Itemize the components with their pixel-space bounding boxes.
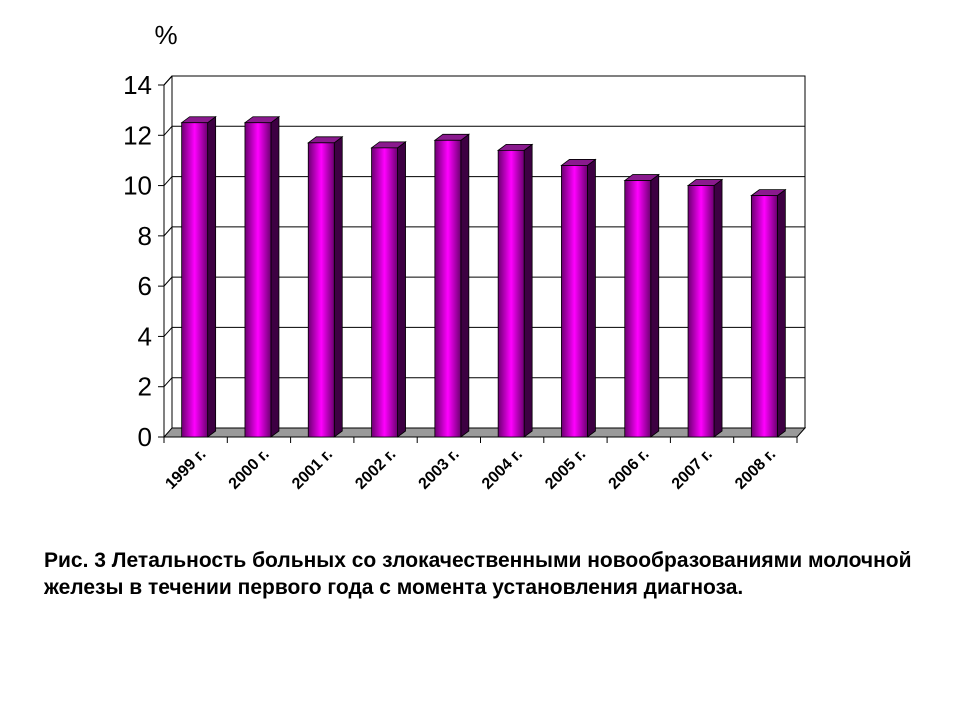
gridline-depth <box>163 327 173 337</box>
x-tick-label: 2003 г. <box>416 446 463 493</box>
x-tick-label: 2004 г. <box>479 446 526 493</box>
bar-side <box>776 188 786 438</box>
bar <box>750 195 778 438</box>
bar <box>497 149 525 438</box>
bar-side <box>650 173 660 438</box>
y-unit-label: % <box>154 20 177 50</box>
y-tick-label: 12 <box>123 120 152 150</box>
bar <box>434 139 462 438</box>
bar-side <box>333 136 343 438</box>
gridline-depth <box>163 176 173 186</box>
x-tick-label: 2007 г. <box>669 446 716 493</box>
bar-side <box>587 158 596 438</box>
y-tick-label: 6 <box>138 271 152 301</box>
gridline-depth <box>163 226 173 237</box>
y-tick-label: 14 <box>123 70 152 100</box>
bar <box>624 180 652 438</box>
bar <box>244 122 272 438</box>
x-tick-label: 2006 г. <box>606 446 653 493</box>
gridline-depth <box>163 377 173 388</box>
y-tick-label: 10 <box>123 171 152 201</box>
bar-chart: 0 2 4 6 8 10 12 14% 1999 г. 2000 г. 2001 г. 2002 г.… <box>123 20 807 493</box>
bar-side <box>713 178 723 438</box>
y-tick-label: 0 <box>138 422 152 452</box>
bar-side <box>523 143 533 438</box>
x-tick-label: 2008 г. <box>732 446 779 493</box>
bar <box>307 142 335 438</box>
y-tick-label: 8 <box>138 221 152 251</box>
bar <box>181 122 209 438</box>
gridline-depth <box>163 125 173 136</box>
bar <box>687 185 715 438</box>
x-tick-label: 2000 г. <box>226 446 273 493</box>
y-tick-label: 4 <box>138 321 152 351</box>
x-tick-label: 2001 г. <box>289 446 336 493</box>
bar <box>561 165 588 438</box>
y-tick-label: 2 <box>138 372 152 402</box>
x-tick-label: 1999 г. <box>162 446 209 493</box>
bar <box>371 147 398 438</box>
x-tick-label: 2005 г. <box>542 446 589 493</box>
figure-caption: Рис. 3 Летальность больных со злокачеств… <box>44 549 912 599</box>
gridline-depth <box>163 276 173 287</box>
bar-side <box>270 115 280 438</box>
bar-side <box>397 141 406 438</box>
bar-side <box>460 133 470 438</box>
x-tick-label: 2002 г. <box>352 446 399 493</box>
side-wall-top-edge <box>163 75 173 86</box>
bar-side <box>207 115 217 438</box>
